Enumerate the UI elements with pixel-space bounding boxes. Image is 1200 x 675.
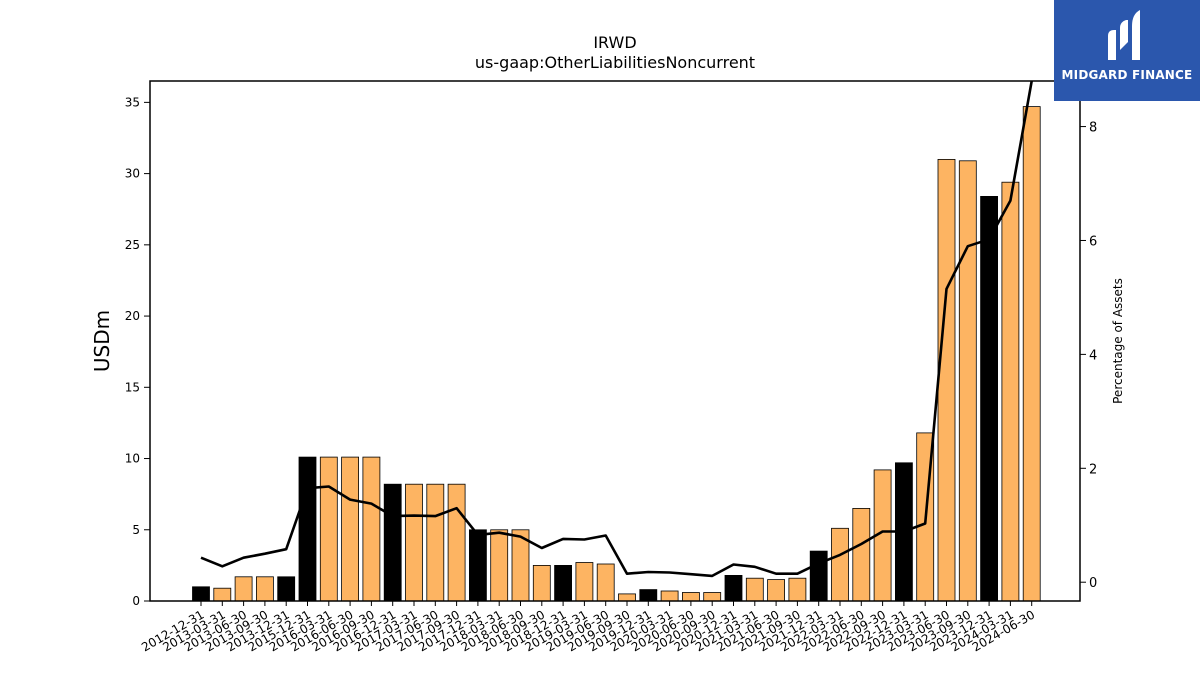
bar-2016-06-30 — [341, 456, 360, 602]
bar-2020-06-30 — [682, 592, 700, 602]
bar-2012-12-31 — [192, 586, 210, 602]
bar-2019-03-31 — [575, 562, 594, 602]
y2-axis-label: Percentage of Assets — [1111, 278, 1125, 404]
x-axis: 2012-12-312013-03-312013-06-302013-09-30… — [139, 601, 1037, 654]
percentage-of-assets-line — [200, 81, 1033, 578]
bar-2019-06-30 — [596, 563, 615, 602]
bar-2020-09-30 — [703, 592, 722, 602]
y-tick-label: 0 — [132, 594, 140, 608]
y-tick-label: 5 — [132, 523, 140, 537]
bar-2022-06-30 — [852, 507, 871, 602]
bar-2016-03-31 — [319, 456, 338, 602]
bar-2021-03-31 — [745, 577, 764, 602]
y-axis-label: USDm — [90, 310, 114, 372]
bar-2018-09-30 — [532, 565, 551, 602]
bar-2021-12-31 — [809, 550, 828, 602]
y-tick-label: 20 — [125, 309, 140, 323]
y2-tick-label: 2 — [1089, 462, 1097, 477]
bar-2023-12-31 — [980, 195, 998, 602]
y-axis-left: 0 5 10 15 20 25 30 35 — [125, 95, 150, 608]
y2-tick-label: 8 — [1089, 121, 1097, 136]
logo-text: MIDGARD FINANCE — [1061, 68, 1193, 82]
bar-2019-09-30 — [618, 593, 636, 602]
y2-tick-label: 6 — [1089, 234, 1097, 249]
bar-2023-06-30 — [937, 158, 956, 602]
y-tick-label: 35 — [125, 95, 140, 109]
bar-2021-06-30 — [767, 579, 785, 602]
bar-2018-12-31 — [554, 565, 572, 602]
bar-2019-12-31 — [639, 589, 658, 602]
bar-2020-12-31 — [724, 575, 743, 602]
bar-2016-09-30 — [362, 456, 381, 602]
chart-subtitle: us-gaap:OtherLiabilitiesNoncurrent — [475, 53, 755, 72]
plot-frame — [149, 80, 1081, 602]
y2-tick-label: 4 — [1089, 348, 1097, 363]
logo-mark-icon — [1108, 10, 1140, 60]
bar-2023-09-30 — [958, 160, 977, 602]
midgard-finance-logo: MIDGARD FINANCE — [1054, 0, 1200, 101]
bar-2013-09-30 — [255, 576, 274, 602]
bar-2013-06-30 — [234, 576, 253, 602]
bar-2016-12-31 — [383, 483, 402, 602]
y-tick-label: 25 — [125, 238, 140, 252]
bar-2017-09-30 — [447, 483, 466, 602]
bar-2013-03-31 — [213, 587, 232, 602]
bar-2024-06-30 — [1022, 106, 1041, 602]
y-tick-label: 30 — [125, 167, 140, 181]
percentage-line-layer — [200, 81, 1033, 578]
y2-tick-label: 0 — [1089, 576, 1097, 591]
chart-title: IRWD — [593, 33, 636, 52]
bar-2021-09-30 — [788, 577, 807, 602]
bar-2017-12-31 — [468, 529, 487, 602]
y-tick-label: 15 — [125, 380, 140, 394]
bar-2017-06-30 — [426, 483, 445, 602]
bar-2020-03-31 — [660, 590, 679, 602]
bars — [192, 106, 1041, 602]
bar-2018-03-31 — [490, 529, 509, 602]
y-tick-label: 10 — [125, 452, 140, 466]
bar-2013-12-31 — [277, 576, 296, 602]
y-axis-right: 0 2 4 6 8 — [1080, 121, 1097, 591]
bar-2024-03-31 — [1001, 181, 1020, 602]
bar-2022-03-31 — [831, 527, 849, 602]
bar-2015-12-31 — [298, 456, 317, 602]
bar-2017-03-31 — [405, 483, 423, 602]
